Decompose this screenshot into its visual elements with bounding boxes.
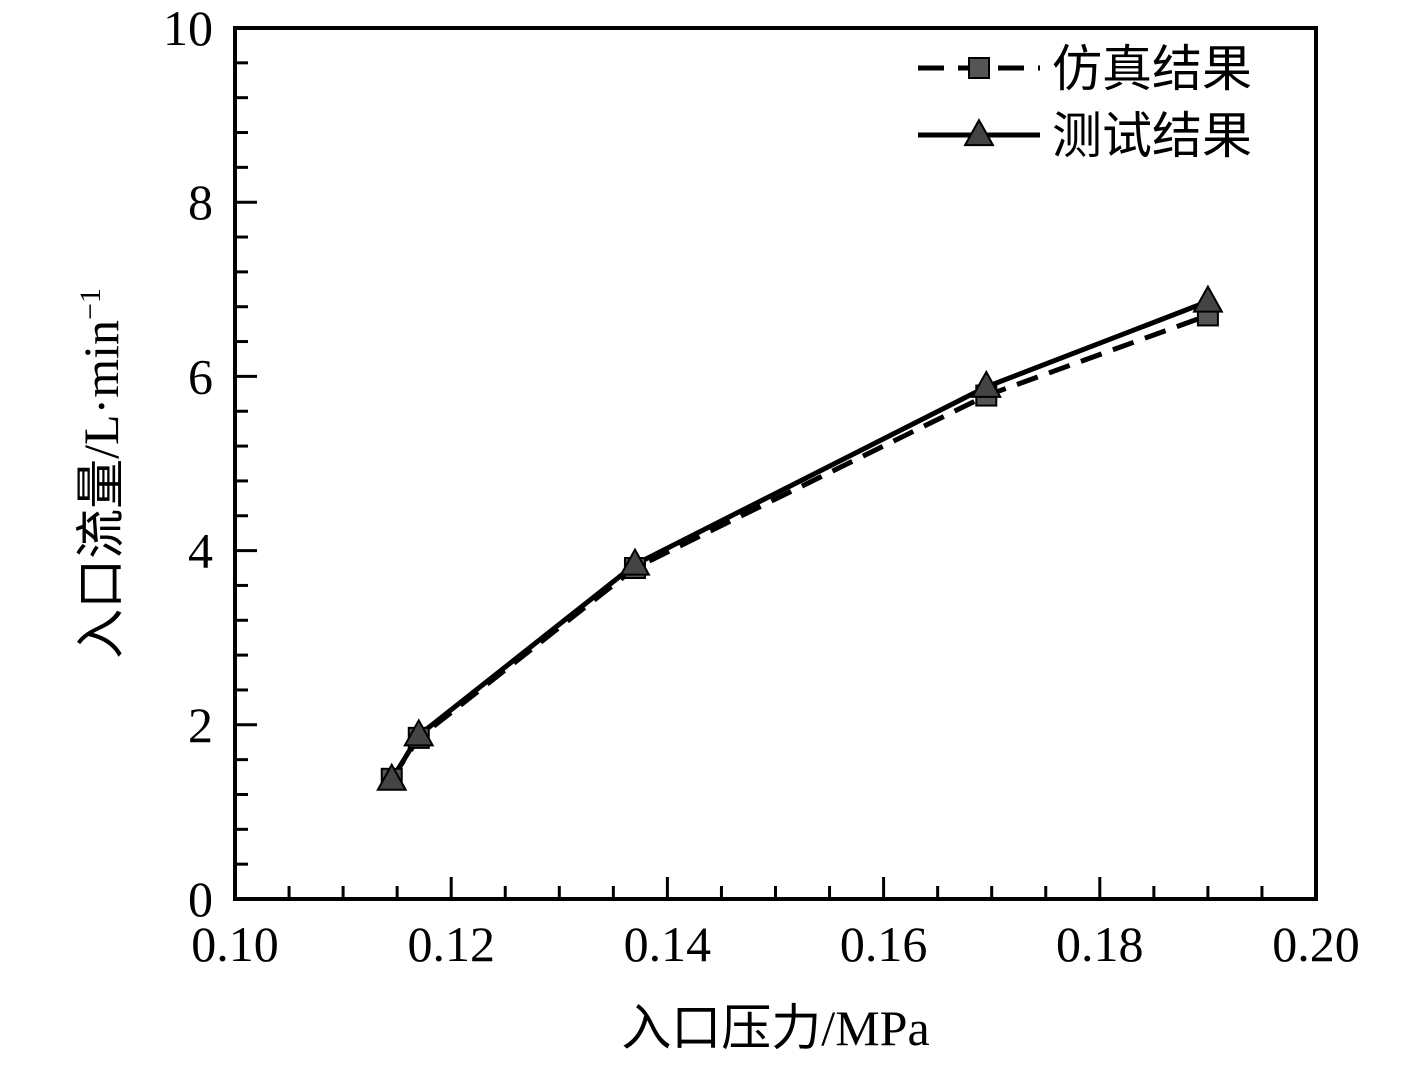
y-tick-label: 4 bbox=[188, 523, 213, 579]
tick-labels: 0.10 0.12 0.14 0.16 0.18 0.20 0 2 4 6 8 10 bbox=[163, 0, 1360, 972]
axis-ticks bbox=[235, 61, 1264, 899]
y-tick-label: 2 bbox=[188, 697, 213, 753]
y-tick-label: 10 bbox=[163, 0, 213, 56]
y-tick-label: 6 bbox=[188, 348, 213, 404]
x-axis-title: 入口压力/MPa bbox=[621, 1000, 929, 1056]
triangle-marker bbox=[619, 547, 651, 576]
legend-square-marker bbox=[968, 57, 990, 79]
plot-frame bbox=[233, 26, 1318, 901]
x-tick-label: 0.18 bbox=[1056, 916, 1144, 972]
triangle-marker bbox=[403, 718, 435, 747]
legend-label: 仿真结果 bbox=[1052, 40, 1252, 98]
y-axis-title-superscript: −1 bbox=[74, 288, 107, 320]
x-tick-label: 0.12 bbox=[407, 916, 495, 972]
x-tick-label: 0.14 bbox=[624, 916, 712, 972]
y-axis-title-main: 入口流量/L·min bbox=[73, 320, 129, 659]
x-tick-label: 0.20 bbox=[1272, 916, 1360, 972]
x-tick-label: 0.10 bbox=[191, 916, 279, 972]
y-axis-title-text: 入口流量/L·min−1 bbox=[73, 288, 129, 659]
legend-label: 测试结果 bbox=[1052, 107, 1252, 165]
legend-triangle-marker bbox=[963, 118, 995, 147]
series-lines bbox=[389, 299, 1209, 782]
triangle-marker bbox=[1192, 284, 1224, 313]
y-tick-label: 0 bbox=[188, 871, 213, 927]
series-markers bbox=[376, 284, 1224, 791]
series-line-test bbox=[389, 299, 1209, 782]
series-line-simulation bbox=[389, 313, 1209, 781]
x-tick-label: 0.16 bbox=[840, 916, 928, 972]
y-tick-label: 8 bbox=[188, 174, 213, 230]
y-axis-title: 入口流量/L·min−1 bbox=[73, 288, 129, 659]
triangle-marker bbox=[376, 762, 408, 791]
triangle-marker bbox=[970, 369, 1002, 398]
